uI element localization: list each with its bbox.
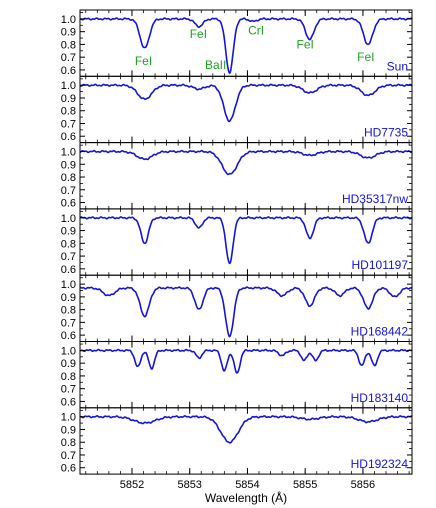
y-tick-label: 0.8 xyxy=(61,305,76,317)
star-label-Sun: Sun xyxy=(387,59,408,73)
y-tick-label: 0.9 xyxy=(61,226,76,238)
y-tick-label: 0.6 xyxy=(61,396,76,408)
y-tick-label: 1.0 xyxy=(61,80,76,92)
y-tick-label: 0.8 xyxy=(61,437,76,449)
y-tick-label: 0.6 xyxy=(61,65,76,77)
y-tick-label: 1.0 xyxy=(61,213,76,225)
line-id-label: CrI xyxy=(248,23,264,37)
y-tick-label: 0.9 xyxy=(61,93,76,105)
panel-Sun: 0.60.70.80.91.0 Sun FeI FeI BaII CrI FeI FeI xyxy=(61,9,413,77)
star-label-HD101197: HD101197 xyxy=(352,258,409,272)
panel-HD7735: 0.60.70.80.91.0 HD7735 xyxy=(61,75,413,143)
y-tick-label: 0.7 xyxy=(61,185,76,197)
y-tick-label: 0.8 xyxy=(61,172,76,184)
y-tick-label: 0.9 xyxy=(61,159,76,171)
star-label-HD168442: HD168442 xyxy=(351,325,409,339)
y-tick-label: 0.9 xyxy=(61,27,76,39)
y-tick-label: 0.8 xyxy=(61,238,76,250)
star-label-HD192324: HD192324 xyxy=(351,457,409,471)
x-tick-label: 5852 xyxy=(120,479,144,491)
y-tick-label: 0.9 xyxy=(61,424,76,436)
x-tick-label: 5854 xyxy=(235,479,259,491)
spectrum-HD35317nw xyxy=(79,149,413,176)
y-tick-label: 0.6 xyxy=(61,463,76,475)
line-id-label: FeI xyxy=(135,54,152,68)
y-tick-label: 0.7 xyxy=(61,317,76,329)
y-tick-label: 0.7 xyxy=(61,251,76,263)
y-tick-label: 0.6 xyxy=(61,330,76,342)
panel-HD35317nw: 0.60.70.80.91.0 HD35317nw xyxy=(61,142,413,210)
star-label-HD35317nw: HD35317nw xyxy=(342,192,408,206)
y-tick-label: 0.9 xyxy=(61,292,76,304)
y-tick-label: 0.7 xyxy=(61,52,76,64)
spectrum-HD7735 xyxy=(79,83,413,123)
spectrum-HD183140 xyxy=(79,348,413,374)
line-id-label: FeI xyxy=(190,27,207,41)
y-tick-label: 0.7 xyxy=(61,450,76,462)
panel-frame xyxy=(79,407,413,475)
spectrum-HD192324 xyxy=(79,415,413,444)
star-label-HD7735: HD7735 xyxy=(364,126,408,140)
spectrum-HD168442 xyxy=(79,286,413,338)
spectrum-Sun xyxy=(79,17,413,74)
y-tick-label: 0.6 xyxy=(61,198,76,210)
panel-HD192324: 0.60.70.80.91.0 HD192324 xyxy=(61,407,413,475)
y-tick-label: 0.9 xyxy=(61,358,76,370)
y-tick-label: 1.0 xyxy=(61,345,76,357)
line-id-label: FeI xyxy=(357,50,374,64)
y-tick-label: 0.6 xyxy=(61,131,76,143)
y-tick-label: 1.0 xyxy=(61,412,76,424)
x-axis-label: Wavelength (Å) xyxy=(205,490,287,505)
x-tick-label: 5853 xyxy=(177,479,201,491)
x-tick-label: 5856 xyxy=(351,479,375,491)
x-tick-label: 5855 xyxy=(293,479,317,491)
y-tick-label: 1.0 xyxy=(61,14,76,26)
panel-HD101197: 0.60.70.80.91.0 HD101197 xyxy=(61,208,413,276)
y-tick-label: 1.0 xyxy=(61,147,76,159)
panel-HD183140: 0.60.70.80.91.0 HD183140 xyxy=(61,341,413,408)
y-tick-label: 0.6 xyxy=(61,264,76,276)
y-tick-label: 0.7 xyxy=(61,118,76,130)
panel-HD168442: 0.60.70.80.91.0 HD168442 xyxy=(61,274,413,342)
line-id-label: FeI xyxy=(297,37,314,51)
y-tick-label: 0.7 xyxy=(61,384,76,396)
y-tick-label: 0.8 xyxy=(61,106,76,118)
y-tick-label: 0.8 xyxy=(61,39,76,51)
star-label-HD183140: HD183140 xyxy=(351,391,409,405)
y-tick-label: 0.8 xyxy=(61,371,76,383)
spectrum-HD101197 xyxy=(79,216,413,265)
y-tick-label: 1.0 xyxy=(61,279,76,291)
line-id-label: BaII xyxy=(205,58,226,72)
